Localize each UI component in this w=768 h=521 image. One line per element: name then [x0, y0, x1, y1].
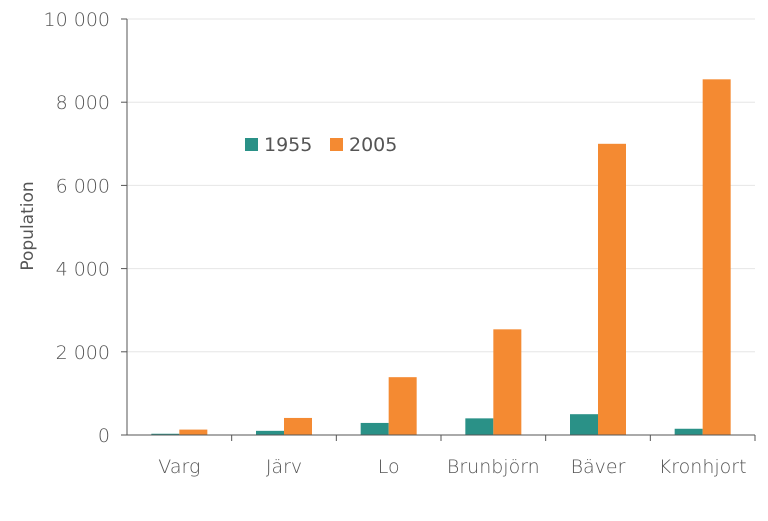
y-tick-label: 0	[98, 425, 110, 447]
x-tick-label: Bäver	[571, 456, 626, 478]
legend-label-2005: 2005	[349, 134, 397, 156]
gridlines	[127, 18, 755, 353]
x-tick-label: Järv	[266, 456, 302, 478]
bar-2005-Bäver	[598, 143, 626, 436]
legend-label-1955: 1955	[264, 134, 312, 156]
bar-1955-Bäver	[570, 414, 598, 435]
bar-1955-Varg	[151, 433, 180, 435]
legend-swatch-2005	[330, 138, 343, 151]
legend: 1955 2005	[245, 134, 397, 156]
y-axis: 0 2 000 4 000 6 000 8 000 10 000	[44, 9, 128, 447]
bar-2005-Brunbjörn	[493, 329, 522, 435]
bar-2005-Varg	[179, 429, 208, 435]
x-axis: Varg Järv Lo Brunbjörn Bäver Kronhjort	[127, 434, 756, 478]
bar-2005-Järv	[284, 417, 312, 435]
y-axis-label: Population	[18, 181, 38, 270]
y-tick-label: 4 000	[56, 259, 110, 281]
bar-1955-Lo	[360, 422, 389, 435]
x-tick-label: Varg	[158, 456, 200, 478]
bars	[151, 79, 731, 436]
y-tick-label: 8 000	[56, 92, 110, 114]
bar-1955-Järv	[256, 430, 284, 435]
bar-1955-Brunbjörn	[465, 418, 494, 435]
bar-2005-Kronhjort	[702, 79, 731, 435]
bar-1955-Kronhjort	[674, 428, 703, 435]
y-tick-label: 10 000	[44, 9, 110, 31]
y-tick-label: 2 000	[56, 342, 110, 364]
y-tick-label: 6 000	[56, 175, 110, 197]
x-tick-label: Brunbjörn	[447, 456, 540, 478]
x-tick-label: Kronhjort	[659, 456, 747, 478]
legend-swatch-1955	[245, 138, 258, 151]
bar-2005-Lo	[388, 377, 417, 435]
x-tick-label: Lo	[378, 456, 400, 478]
